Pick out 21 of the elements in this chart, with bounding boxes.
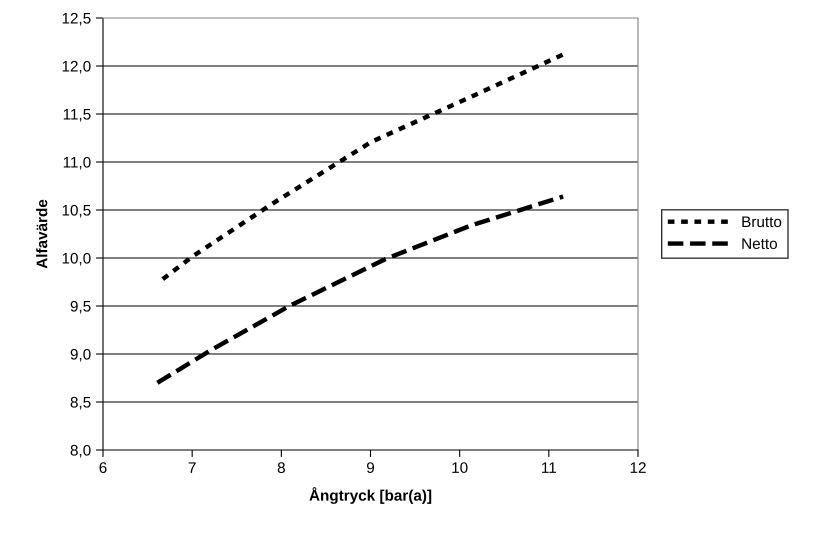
y-tick-label: 10,0 <box>62 252 91 266</box>
y-tick-label: 12,0 <box>62 60 91 74</box>
y-tick-label: 12,5 <box>62 12 91 26</box>
y-tick-label: 8,5 <box>70 396 91 410</box>
x-tick-label: 11 <box>542 462 556 473</box>
y-tick-label: 9,5 <box>70 300 91 314</box>
y-tick-label: 11,5 <box>64 109 91 122</box>
x-tick-label: 12 <box>630 462 646 473</box>
x-axis-title: Ångtryck [bar(a)] <box>309 487 432 504</box>
y-tick-label: 8,0 <box>70 444 91 458</box>
legend-label: Brutto <box>742 216 782 228</box>
y-axis-title: Alfavärde <box>36 200 48 268</box>
x-tick-label: 6 <box>100 462 107 474</box>
x-tick-label: 8 <box>278 462 285 474</box>
y-tick-label: 10,5 <box>62 204 91 218</box>
y-tick-label: 11,0 <box>64 156 91 170</box>
x-tick-label: 10 <box>452 462 468 474</box>
x-tick-label: 7 <box>188 462 196 473</box>
x-tick-label: 9 <box>366 462 374 474</box>
legend-label: Netto <box>742 238 778 250</box>
y-tick-label: 9,0 <box>70 348 91 362</box>
